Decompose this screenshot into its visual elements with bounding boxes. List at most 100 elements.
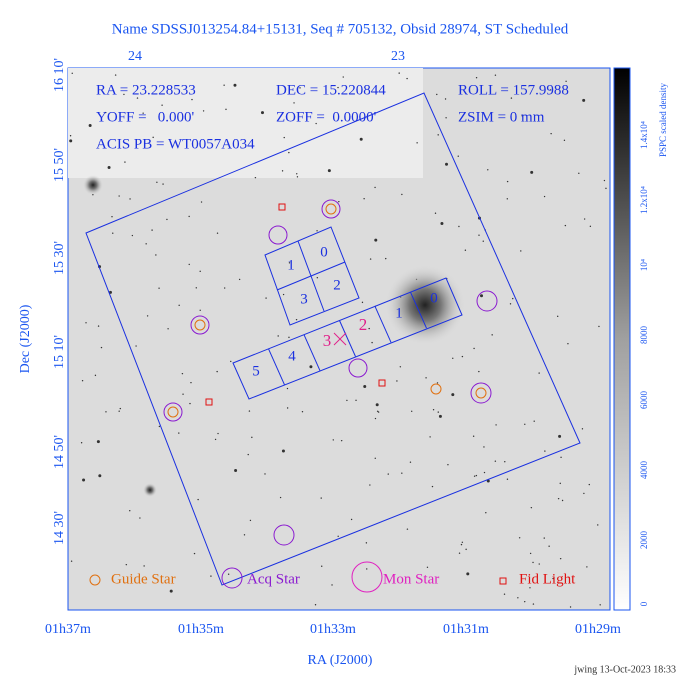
star xyxy=(195,287,197,289)
star xyxy=(437,134,439,136)
star xyxy=(264,473,266,475)
star xyxy=(598,325,600,328)
star xyxy=(167,328,169,330)
colorbar-tick-label: 2000 xyxy=(639,531,649,550)
colorbar-tick-label: 8000 xyxy=(639,326,649,345)
chip-label: 2 xyxy=(359,315,368,334)
star xyxy=(94,374,97,377)
star xyxy=(97,325,100,327)
info-roll: ROLL = 157.9988 xyxy=(458,82,569,98)
star xyxy=(581,428,584,430)
star xyxy=(156,181,158,183)
star xyxy=(483,471,486,474)
star xyxy=(486,479,490,483)
legend-label: Guide Star xyxy=(111,571,176,587)
star xyxy=(374,186,376,189)
star xyxy=(158,287,160,289)
legend-label: Fid Light xyxy=(519,571,576,587)
bottom-tick-label: 01h31m xyxy=(443,622,489,637)
star xyxy=(299,87,301,89)
star xyxy=(293,102,295,104)
info-yoff: YOFF = 0.000' xyxy=(96,109,195,125)
star xyxy=(135,345,137,347)
star xyxy=(315,122,317,125)
star xyxy=(480,294,484,298)
chip-label: 1 xyxy=(287,257,295,273)
star xyxy=(377,411,380,413)
star xyxy=(544,450,546,452)
stars xyxy=(69,72,607,608)
star xyxy=(355,399,357,402)
star xyxy=(560,456,562,459)
star xyxy=(583,492,585,495)
bottom-tick-label: 01h33m xyxy=(310,622,356,637)
star xyxy=(199,270,201,273)
star xyxy=(416,142,418,144)
star xyxy=(188,263,190,266)
star xyxy=(374,238,378,242)
star xyxy=(406,528,409,530)
bottom-tick-label: 01h35m xyxy=(178,622,224,637)
star xyxy=(426,566,429,568)
left-tick-label: 14 30' xyxy=(52,511,67,545)
star xyxy=(409,461,412,463)
sky-patch xyxy=(68,68,423,178)
star xyxy=(337,535,339,537)
star xyxy=(181,372,184,375)
star xyxy=(112,232,114,234)
star xyxy=(288,262,291,264)
star xyxy=(543,537,545,539)
star xyxy=(70,560,73,562)
star xyxy=(247,453,249,456)
star xyxy=(316,230,318,232)
acq-stars xyxy=(163,199,498,546)
star xyxy=(398,72,400,74)
top-tick-label: 24 xyxy=(128,49,142,64)
star xyxy=(369,484,371,486)
star xyxy=(586,566,588,568)
legend-icon xyxy=(499,577,507,585)
star xyxy=(202,110,205,112)
star xyxy=(436,382,439,384)
star xyxy=(105,411,107,413)
star xyxy=(530,506,533,509)
star xyxy=(371,341,373,344)
star xyxy=(399,366,402,368)
top-tick-label: 23 xyxy=(391,49,405,64)
bottom-tick-label: 01h29m xyxy=(575,622,621,637)
star xyxy=(301,410,304,413)
star xyxy=(483,446,485,448)
star xyxy=(281,170,284,172)
star xyxy=(460,543,463,546)
legend-label: Acq Star xyxy=(247,571,300,587)
star xyxy=(475,474,478,477)
star xyxy=(510,97,513,99)
star xyxy=(158,425,161,428)
star xyxy=(69,139,73,143)
star xyxy=(151,229,153,231)
star xyxy=(200,201,203,203)
star xyxy=(569,606,572,608)
star xyxy=(503,593,506,595)
star xyxy=(169,589,173,593)
star xyxy=(248,410,251,412)
star xyxy=(131,234,134,237)
star xyxy=(363,197,365,200)
legend-icon xyxy=(351,561,383,593)
chip-label: 1 xyxy=(395,305,403,321)
star xyxy=(288,336,290,339)
star xyxy=(98,474,102,478)
star xyxy=(281,449,285,453)
star xyxy=(557,497,560,500)
star xyxy=(451,393,455,397)
info-ra: RA = 23.228533 xyxy=(96,82,196,98)
star xyxy=(436,93,438,96)
chip-label: 5 xyxy=(252,363,260,379)
star xyxy=(478,234,480,236)
chip-label: 4 xyxy=(288,348,296,364)
star xyxy=(223,84,225,86)
star xyxy=(411,410,413,412)
star xyxy=(457,155,459,157)
star xyxy=(506,478,509,480)
